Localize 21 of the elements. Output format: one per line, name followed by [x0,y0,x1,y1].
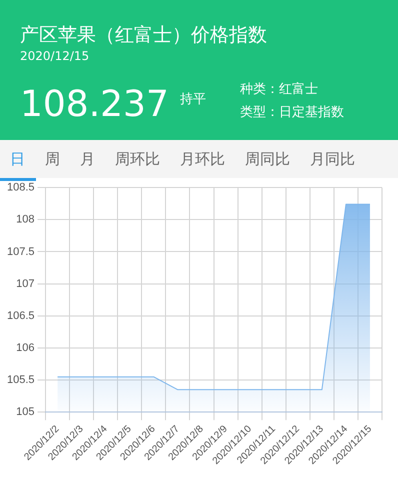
text: 周同比 [245,150,290,168]
text: 种类：红富士 [240,81,318,98]
chart-title: 产区苹果（红富士）价格指数 [20,23,267,48]
y-tick-label: 105 [16,406,35,418]
y-tick-label: 105.5 [6,374,35,386]
text: 周环比 [115,150,160,168]
y-tick-label: 107 [16,278,35,290]
text: 月 [80,150,95,168]
text: 日 [10,150,25,168]
text: 108.237 [20,84,169,125]
text: 周 [45,150,60,168]
text: 持平 [180,91,206,108]
text: 月环比 [180,150,225,168]
y-tick-label: 108.5 [6,182,35,194]
text: 月同比 [310,150,355,168]
y-tick-label: 106.5 [6,310,35,322]
text: 类型：日定基指数 [240,104,344,121]
y-tick-label: 107.5 [6,246,35,258]
y-tick-label: 108 [16,214,35,226]
chart-subtitle: 2020/12/15 [20,49,90,63]
y-tick-label: 106 [16,342,35,354]
